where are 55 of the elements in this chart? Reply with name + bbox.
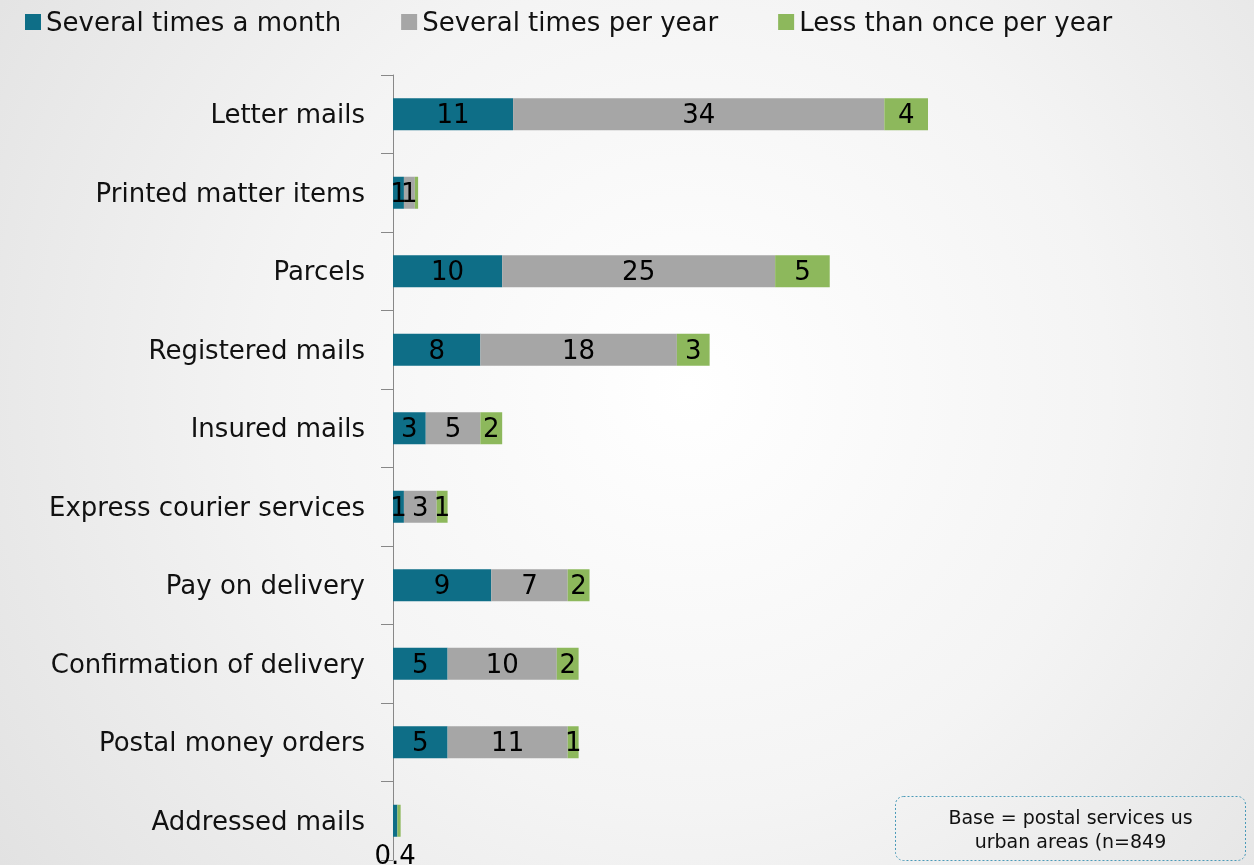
y-tick-label: Insured mails [190,413,365,444]
y-tick-label: Printed matter items [95,177,365,208]
bar [502,255,776,288]
bar [393,98,514,131]
bar [447,647,557,680]
data-label: 2 [559,648,576,679]
data-label: 0.4 [374,839,416,865]
text: Base = postal services us urban areas (n=849 [948,805,1193,852]
data-label: 5 [444,413,462,444]
data-label: 5 [794,256,811,287]
legend-label: Several times a month [46,7,342,37]
bar [491,569,568,602]
data-label: 9 [433,570,451,601]
data-label: 3 [684,334,702,365]
data-label: 25 [622,256,656,287]
data-label: 1 [564,727,582,758]
y-tick-label: Parcels [273,256,365,287]
bar [393,333,481,366]
bar [884,98,928,131]
legend-label: Several times per year [422,7,719,37]
bar [393,804,398,837]
data-label: 1 [433,491,451,522]
y-tick-label: Express courier services [48,491,365,522]
data-label: 2 [570,570,587,601]
bar [775,255,830,288]
data-label: 4 [897,99,915,130]
data-label: 18 [562,334,596,365]
bar [513,98,885,131]
bar [393,726,448,759]
y-tick-label: Postal money orders [98,727,365,758]
data-label: 5 [412,727,429,758]
y-tick-label: Addressed mails [151,805,365,836]
y-tick-label: Confirmation of delivery [50,648,365,679]
data-label: 11 [436,99,470,130]
data-label: 10 [485,648,519,679]
y-tick-label: Letter mails [210,99,365,130]
bar [425,412,481,445]
data-label: 11 [491,727,525,758]
data-label: 7 [521,570,538,601]
bar [393,647,448,680]
y-tick-label: Pay on delivery [165,570,365,601]
bar [480,333,677,366]
bar [447,726,568,759]
data-label: 5 [412,648,429,679]
data-label: 8 [428,334,445,365]
legend-label: Less than once per year [799,7,1113,37]
bar [393,255,503,288]
bar [393,569,492,602]
data-label: 10 [431,256,465,287]
data-label: 34 [682,99,716,130]
y-tick-label: Registered mails [148,334,365,365]
bar [397,804,401,837]
data-label: 3 [412,491,429,522]
data-label: 3 [401,413,418,444]
data-label: 2 [482,413,500,444]
